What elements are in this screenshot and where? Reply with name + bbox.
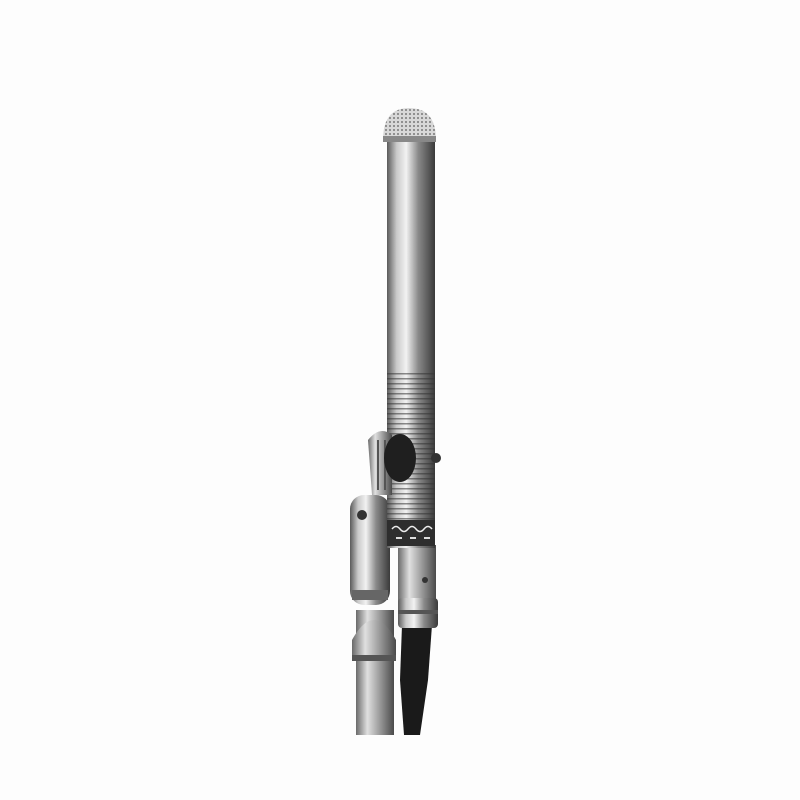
microphone-clip	[368, 431, 441, 495]
swivel-mount	[350, 495, 390, 605]
stand-pole	[352, 610, 396, 735]
cable	[400, 625, 432, 735]
microphone-grille	[383, 108, 436, 142]
connector	[398, 545, 438, 628]
microphone-body	[387, 138, 435, 548]
brand-logo	[391, 525, 433, 539]
